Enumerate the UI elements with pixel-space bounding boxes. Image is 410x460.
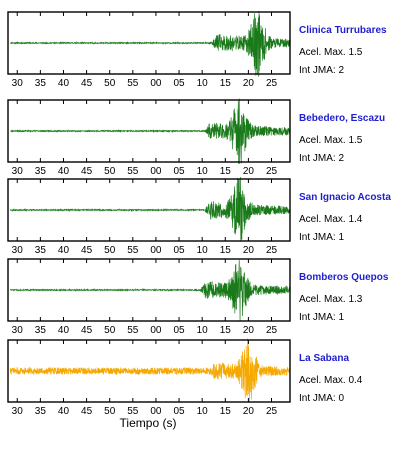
- tick-label: 35: [35, 245, 47, 256]
- tick-label: 25: [266, 406, 278, 417]
- waveform-trace: [10, 10, 291, 78]
- tick-label: 10: [197, 406, 209, 417]
- jma-intensity-label: Int JMA: 1: [299, 312, 344, 323]
- waveform-trace: [9, 260, 291, 321]
- accel-max-label: Acel. Max. 1.3: [299, 294, 363, 305]
- tick-label: 20: [243, 78, 255, 89]
- tick-label: 20: [243, 245, 255, 256]
- tick-label: 15: [220, 325, 232, 336]
- accel-max-label: Acel. Max. 0.4: [299, 375, 363, 386]
- accel-max-label: Acel. Max. 1.4: [299, 214, 363, 225]
- jma-intensity-label: Int JMA: 2: [299, 65, 344, 76]
- tick-label: 35: [35, 78, 47, 89]
- tick-label: 30: [12, 78, 24, 89]
- accel-max-label: Acel. Max. 1.5: [299, 47, 363, 58]
- tick-label: 15: [220, 166, 232, 177]
- tick-label: 20: [243, 325, 255, 336]
- tick-label: 50: [104, 406, 116, 417]
- plot-frame: [7, 11, 291, 75]
- tick-label: 00: [150, 166, 162, 177]
- tick-label: 25: [266, 325, 278, 336]
- tick-label: 05: [173, 78, 185, 89]
- waveform-trace: [9, 338, 291, 402]
- station-name: San Ignacio Acosta: [299, 192, 391, 203]
- tick-label: 55: [127, 406, 139, 417]
- station-panel: 30 35 40 45 50 55 00 05 10 15 20 25 Bebedero, Escazu…: [7, 98, 385, 177]
- tick-label: 35: [35, 166, 47, 177]
- tick-label: 55: [127, 78, 139, 89]
- tick-label: 45: [81, 245, 93, 256]
- tick-label: 45: [81, 325, 93, 336]
- station-panel: 30 35 40 45 50 55 00 05 10 15 20 25 Clinica Turrubar…: [7, 10, 387, 89]
- tick-label: 05: [173, 166, 185, 177]
- station-name: Bomberos Quepos: [299, 272, 389, 283]
- tick-label: 05: [173, 406, 185, 417]
- tick-label: 50: [104, 78, 116, 89]
- tick-label: 30: [12, 325, 24, 336]
- tick-label: 15: [220, 406, 232, 417]
- waveform-trace: [9, 177, 291, 242]
- tick-label: 00: [150, 245, 162, 256]
- tick-label: 40: [58, 245, 70, 256]
- tick-label: 40: [58, 78, 70, 89]
- jma-intensity-label: Int JMA: 0: [299, 393, 344, 404]
- tick-label: 55: [127, 325, 139, 336]
- tick-label: 25: [266, 166, 278, 177]
- tick-label: 00: [150, 78, 162, 89]
- tick-label: 45: [81, 406, 93, 417]
- tick-label: 50: [104, 166, 116, 177]
- tick-label: 20: [243, 166, 255, 177]
- station-panel: 30 35 40 45 50 55 00 05 10 15 20 25 La Sabana Acel. M…: [7, 338, 363, 417]
- tick-label: 50: [104, 245, 116, 256]
- tick-label: 00: [150, 406, 162, 417]
- tick-label: 40: [58, 406, 70, 417]
- plot-frame: [7, 258, 291, 322]
- station-name: Clinica Turrubares: [299, 25, 387, 36]
- tick-label: 10: [197, 166, 209, 177]
- plot-frame: [7, 178, 291, 242]
- tick-label: 15: [220, 245, 232, 256]
- tick-label: 30: [12, 406, 24, 417]
- jma-intensity-label: Int JMA: 1: [299, 232, 344, 243]
- tick-label: 40: [58, 166, 70, 177]
- tick-label: 35: [35, 406, 47, 417]
- station-panel: 30 35 40 45 50 55 00 05 10 15 20 25 San Ignacio Acos…: [7, 177, 391, 256]
- tick-label: 30: [12, 245, 24, 256]
- tick-label: 20: [243, 406, 255, 417]
- waveform-trace: [10, 98, 291, 164]
- plot-frame: [7, 99, 291, 163]
- tick-label: 05: [173, 325, 185, 336]
- tick-label: 40: [58, 325, 70, 336]
- plot-frame: [7, 339, 291, 403]
- tick-label: 45: [81, 78, 93, 89]
- tick-label: 25: [266, 245, 278, 256]
- tick-label: 55: [127, 166, 139, 177]
- tick-label: 10: [197, 245, 209, 256]
- accel-max-label: Acel. Max. 1.5: [299, 135, 363, 146]
- tick-label: 10: [197, 325, 209, 336]
- tick-label: 15: [220, 78, 232, 89]
- x-axis-title: Tiempo (s): [120, 416, 177, 430]
- station-panel: 30 35 40 45 50 55 00 05 10 15 20 25 Bomberos Quepos A…: [7, 258, 389, 336]
- tick-label: 25: [266, 78, 278, 89]
- tick-label: 45: [81, 166, 93, 177]
- tick-label: 50: [104, 325, 116, 336]
- station-name: La Sabana: [299, 353, 349, 364]
- station-name: Bebedero, Escazu: [299, 113, 385, 124]
- tick-label: 55: [127, 245, 139, 256]
- tick-label: 10: [197, 78, 209, 89]
- jma-intensity-label: Int JMA: 2: [299, 153, 344, 164]
- tick-label: 00: [150, 325, 162, 336]
- tick-label: 35: [35, 325, 47, 336]
- tick-label: 05: [173, 245, 185, 256]
- tick-label: 30: [12, 166, 24, 177]
